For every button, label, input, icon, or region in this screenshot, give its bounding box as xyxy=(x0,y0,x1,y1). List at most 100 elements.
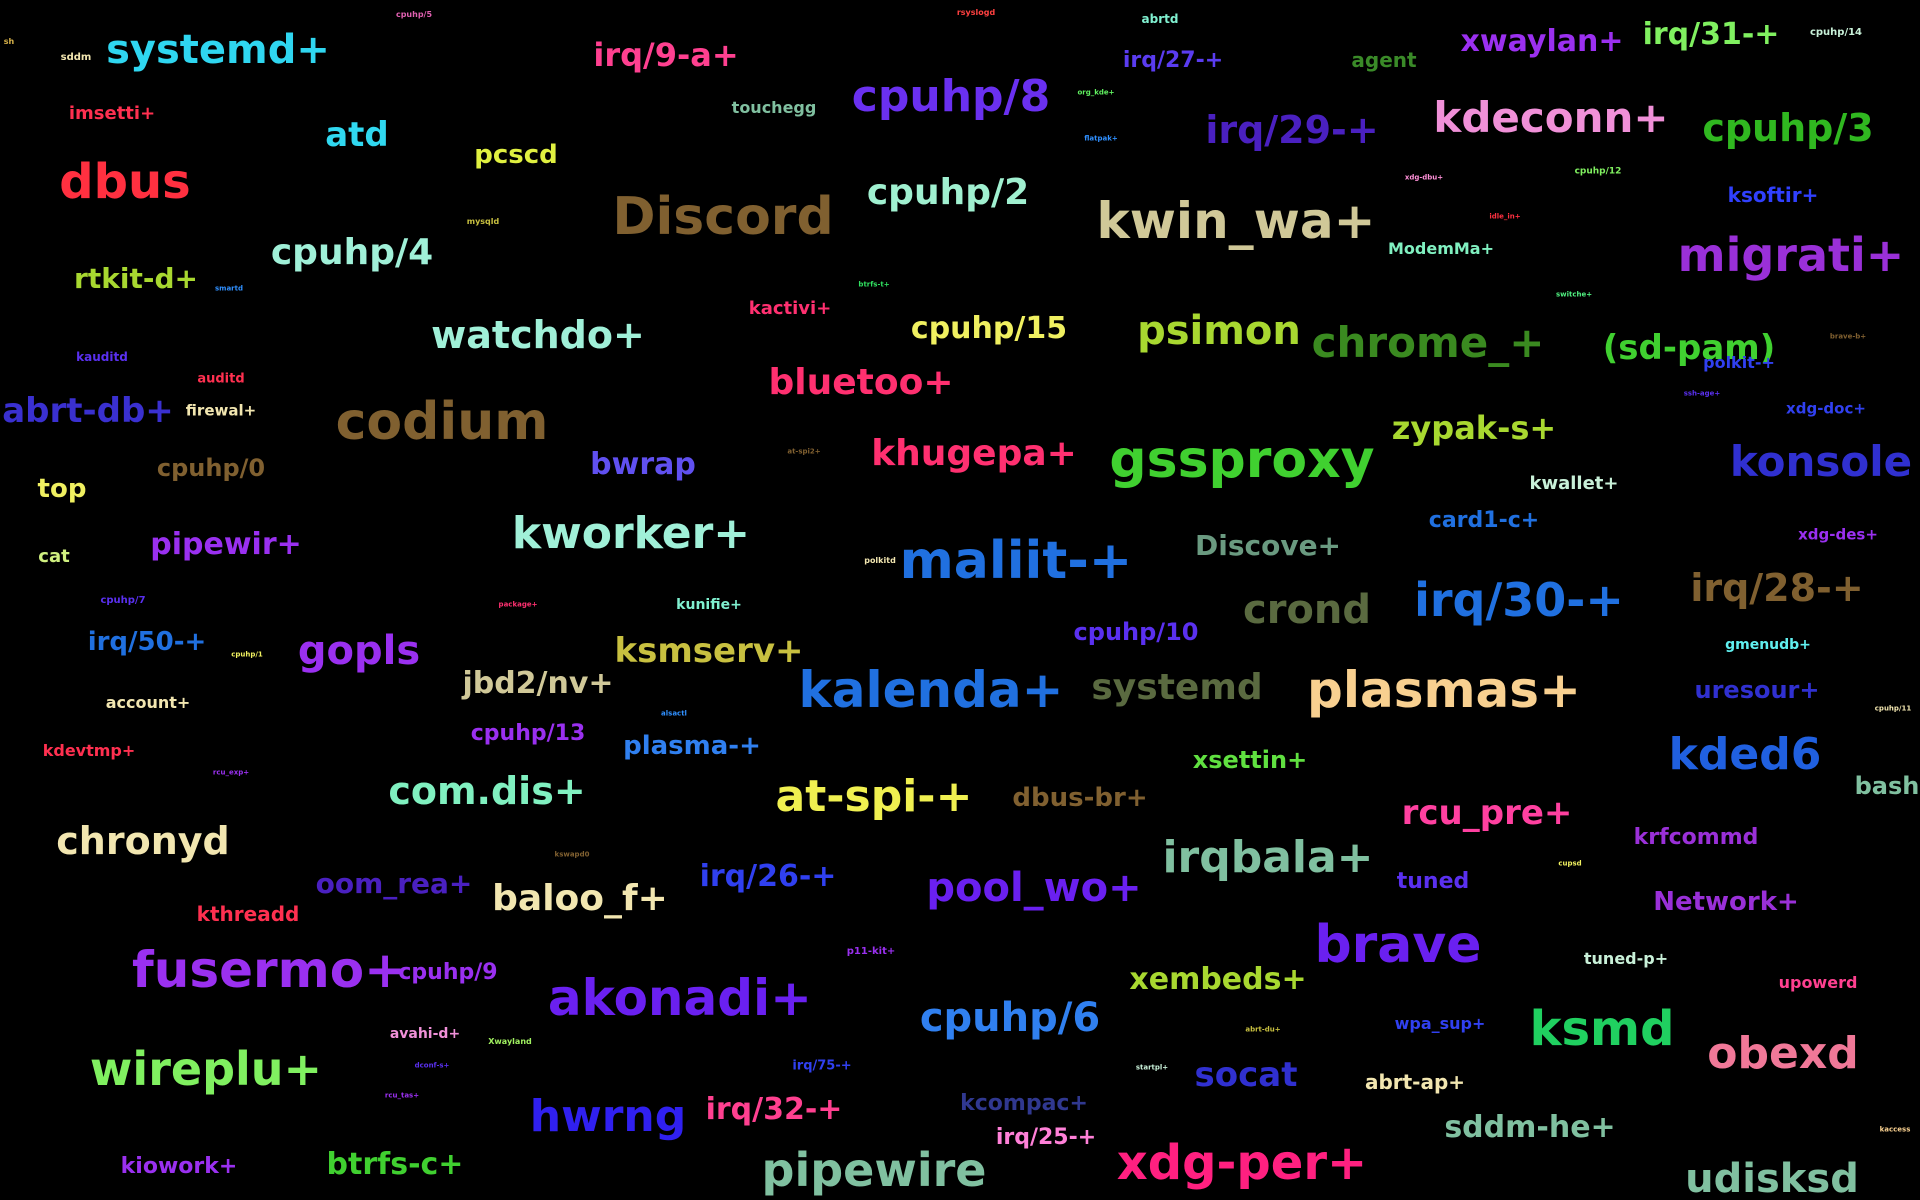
cloud-word: psimon xyxy=(1137,308,1301,354)
cloud-word: watchdo+ xyxy=(431,313,645,357)
cloud-word: kdeconn+ xyxy=(1433,93,1669,142)
cloud-word: account+ xyxy=(105,693,191,712)
cloud-word: xdg-per+ xyxy=(1116,1135,1368,1191)
cloud-word: irq/50-+ xyxy=(87,627,207,657)
cloud-word: wireplu+ xyxy=(89,1042,323,1096)
cloud-word: oom_rea+ xyxy=(315,867,473,900)
cloud-word: obexd xyxy=(1707,1028,1859,1079)
cloud-word: btrfs-c+ xyxy=(326,1147,464,1182)
cloud-word: chrome_+ xyxy=(1311,318,1545,367)
cloud-word: akonadi+ xyxy=(547,969,813,1027)
cloud-word: at-spi2+ xyxy=(787,447,821,456)
cloud-word: socat xyxy=(1194,1055,1298,1095)
cloud-word: bash xyxy=(1854,772,1920,800)
cloud-word: krfcommd xyxy=(1633,825,1759,850)
cloud-word: cpuhp/7 xyxy=(100,595,146,606)
cloud-word: systemd+ xyxy=(106,27,330,73)
cloud-word: xdg-doc+ xyxy=(1786,399,1866,418)
cloud-word: xdg-des+ xyxy=(1798,525,1878,544)
cloud-word: irq/30-+ xyxy=(1414,573,1624,627)
cloud-word: Network+ xyxy=(1653,887,1799,917)
cloud-word: gopls xyxy=(297,628,421,674)
cloud-word: kwin_wa+ xyxy=(1096,192,1376,250)
cloud-word: maliit-+ xyxy=(899,531,1133,591)
cloud-word: kactivi+ xyxy=(748,298,832,319)
cloud-word: irq/29-+ xyxy=(1205,108,1379,152)
cloud-word: baloo_f+ xyxy=(492,878,668,919)
cloud-word: mysqld xyxy=(466,217,500,226)
cloud-word: imsetti+ xyxy=(68,103,156,124)
cloud-word: tuned xyxy=(1396,869,1470,894)
cloud-word: auditd xyxy=(197,371,245,387)
cloud-word: xdg-dbu+ xyxy=(1404,173,1444,182)
cloud-word: sddm xyxy=(60,52,92,63)
cloud-word: Xwayland xyxy=(488,1037,532,1046)
cloud-word: gmenudb+ xyxy=(1725,637,1811,653)
cloud-word: com.dis+ xyxy=(388,769,586,813)
cloud-word: irq/27-+ xyxy=(1122,48,1224,73)
cloud-word: kauditd xyxy=(76,350,128,364)
cloud-word: chronyd xyxy=(56,819,230,863)
cloud-word: kiowork+ xyxy=(120,1154,238,1179)
cloud-word: ModemMa+ xyxy=(1387,239,1495,258)
cloud-word: kworker+ xyxy=(511,508,751,559)
cloud-word: fusermo+ xyxy=(131,941,407,999)
cloud-word: package+ xyxy=(498,600,538,609)
cloud-word: khugepa+ xyxy=(871,433,1077,474)
cloud-word: kcompac+ xyxy=(960,1091,1088,1116)
cloud-word: xembeds+ xyxy=(1129,962,1307,997)
cloud-word: pool_wo+ xyxy=(926,865,1142,911)
cloud-word: kwallet+ xyxy=(1529,473,1619,494)
cloud-word: ksmd xyxy=(1529,1001,1675,1057)
cloud-word: agent xyxy=(1351,48,1417,72)
cloud-word: kdevtmp+ xyxy=(42,741,136,760)
cloud-word: migrati+ xyxy=(1677,228,1905,282)
cloud-word: irq/28-+ xyxy=(1690,566,1864,610)
cloud-word: polkitd xyxy=(864,556,896,565)
cloud-word: dbus-br+ xyxy=(1012,783,1148,813)
cloud-word: ksmserv+ xyxy=(614,631,804,671)
cloud-word: brave-b+ xyxy=(1829,332,1867,341)
cloud-word: smartd xyxy=(215,284,243,293)
cloud-word: irq/31-+ xyxy=(1642,17,1780,52)
cloud-word: sddm-he+ xyxy=(1444,1110,1616,1145)
cloud-word: irq/26-+ xyxy=(699,859,837,894)
cloud-word: card1-c+ xyxy=(1428,508,1540,533)
cloud-word: cpuhp/2 xyxy=(866,172,1030,213)
cloud-word: systemd xyxy=(1091,667,1263,708)
cloud-word: p11-kit+ xyxy=(846,946,896,957)
cloud-word: irqbala+ xyxy=(1162,832,1374,883)
cloud-word: codium xyxy=(335,392,549,452)
cloud-word: dconf-s+ xyxy=(414,1061,450,1070)
cloud-word: at-spi-+ xyxy=(775,771,973,822)
cloud-word: switche+ xyxy=(1555,290,1593,299)
cloud-word: konsole xyxy=(1729,437,1913,486)
cloud-word: pipewire xyxy=(761,1143,987,1197)
cloud-word: sh xyxy=(3,37,15,46)
cloud-word: plasma-+ xyxy=(623,731,761,761)
cloud-word: xsettin+ xyxy=(1192,746,1308,774)
cloud-word: firewal+ xyxy=(185,401,257,420)
cloud-word: cpuhp/11 xyxy=(1874,704,1912,713)
cloud-word: ssh-age+ xyxy=(1683,389,1721,398)
cloud-word: dbus xyxy=(59,154,191,210)
cloud-word: cpuhp/8 xyxy=(851,71,1051,122)
cloud-word: kswapd0 xyxy=(554,850,590,859)
cloud-word: rtkit-d+ xyxy=(74,262,198,295)
cloud-word: btrfs-t+ xyxy=(858,280,890,289)
cloud-word: cpuhp/6 xyxy=(919,995,1101,1041)
cloud-word: org_kde+ xyxy=(1077,88,1115,97)
cloud-word: alsactl xyxy=(661,709,687,718)
cloud-word: bluetoo+ xyxy=(768,362,954,403)
cloud-word: jbd2/nv+ xyxy=(462,666,614,701)
cloud-word: touchegg xyxy=(731,98,817,117)
cloud-word: cpuhp/12 xyxy=(1574,166,1622,177)
cloud-word: pcscd xyxy=(474,140,558,170)
cloud-word: cpuhp/3 xyxy=(1702,106,1874,150)
cloud-word: atd xyxy=(325,115,389,155)
cloud-word: cpuhp/0 xyxy=(156,454,266,482)
cloud-word: gssproxy xyxy=(1109,430,1375,490)
cloud-word: uresour+ xyxy=(1694,676,1820,704)
cloud-word: irq/9-a+ xyxy=(593,36,739,74)
cloud-word: crond xyxy=(1242,587,1372,633)
